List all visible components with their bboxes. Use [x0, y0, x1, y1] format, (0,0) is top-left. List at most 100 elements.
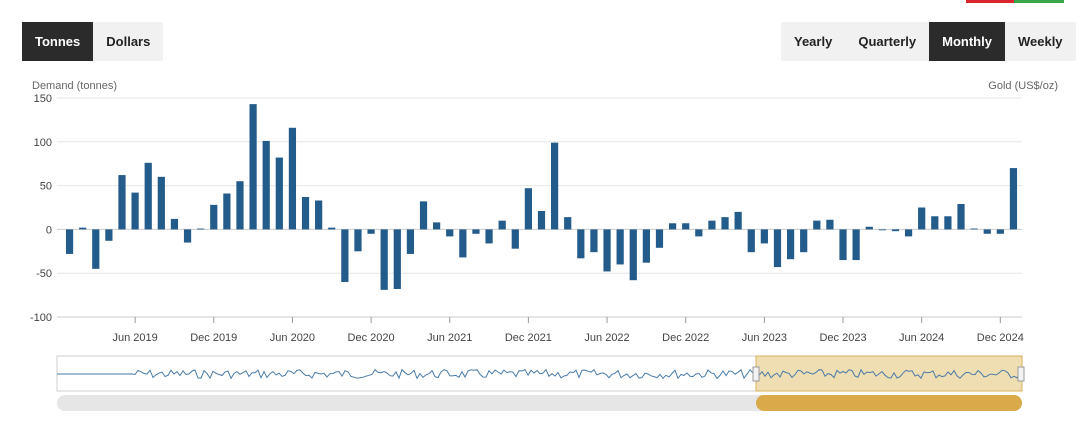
- bar: [655, 229, 664, 248]
- bar: [210, 204, 218, 230]
- bar: [760, 229, 768, 244]
- bar: [328, 227, 336, 230]
- bar: [957, 203, 965, 230]
- bar-series: [65, 104, 1018, 290]
- bar: [996, 229, 1004, 234]
- x-tick-label: Jun 2020: [270, 332, 315, 344]
- x-tick-label: Jun 2019: [112, 332, 157, 344]
- monthly-button[interactable]: Monthly: [929, 22, 1005, 61]
- x-tick-label: Dec 2019: [190, 332, 237, 344]
- scrollbar: [57, 395, 1022, 411]
- x-tick-label: Jun 2024: [899, 332, 944, 344]
- x-axis: Jun 2019 Dec 2019 Jun 2020 Dec 2020 Jun 2021…: [57, 316, 1024, 344]
- top-accent-green: [1014, 0, 1064, 3]
- bar: [315, 200, 323, 230]
- bar: [393, 229, 401, 289]
- x-tick-label: Jun 2021: [427, 332, 472, 344]
- bar: [341, 229, 349, 282]
- bar: [144, 162, 152, 230]
- bar: [459, 229, 467, 258]
- units-toggle: Tonnes Dollars: [22, 22, 164, 61]
- quarterly-button[interactable]: Quarterly: [858, 34, 917, 49]
- x-tick-label: Dec 2022: [662, 332, 709, 344]
- bar: [511, 229, 519, 249]
- bar: [839, 229, 847, 261]
- bar: [433, 222, 441, 230]
- bar: [183, 229, 192, 243]
- grid-lines: [57, 97, 1022, 318]
- bar: [105, 229, 113, 241]
- navigator: [56, 355, 1025, 392]
- bar: [472, 229, 480, 234]
- bar: [223, 193, 231, 230]
- bar: [944, 216, 952, 230]
- bar: [682, 223, 690, 230]
- bar: [564, 217, 572, 230]
- x-tick-label: Jun 2022: [584, 332, 629, 344]
- bar: [446, 229, 454, 237]
- bar: [983, 229, 991, 234]
- yearly-button[interactable]: Yearly: [794, 34, 833, 49]
- bar: [524, 188, 532, 230]
- bar: [852, 229, 860, 261]
- bar: [904, 229, 913, 237]
- x-tick-label: Dec 2020: [348, 332, 395, 344]
- scrollbar-thumb[interactable]: [756, 395, 1022, 411]
- bar: [551, 142, 559, 230]
- bar: [695, 229, 703, 237]
- y-axis-ticks: -100 -50 0 50 100 150: [30, 93, 52, 324]
- bar: [590, 229, 598, 253]
- bar: [419, 201, 428, 230]
- bar: [813, 220, 821, 230]
- bar: [865, 226, 873, 230]
- navigator-handle-left[interactable]: [752, 366, 760, 382]
- top-accent-red: [966, 0, 1014, 3]
- bar: [708, 220, 716, 230]
- bar: [537, 211, 546, 230]
- bar: [498, 220, 506, 230]
- bar: [380, 229, 388, 290]
- bar: [367, 229, 375, 234]
- bar: [249, 104, 257, 230]
- bar: [668, 223, 677, 230]
- tonnes-button[interactable]: Tonnes: [22, 22, 94, 61]
- bar: [629, 229, 637, 281]
- bar: [603, 229, 611, 272]
- bar: [931, 216, 939, 230]
- bar: [826, 219, 834, 230]
- bar: [734, 211, 742, 230]
- left-axis-title: Demand (tonnes): [32, 80, 117, 92]
- bar: [275, 157, 283, 230]
- bar: [485, 229, 493, 244]
- y-tick-label: 100: [34, 137, 52, 149]
- bar: [891, 229, 900, 232]
- weekly-button[interactable]: Weekly: [1017, 34, 1063, 49]
- x-tick-label: Dec 2023: [819, 332, 866, 344]
- bar: [197, 228, 205, 230]
- navigator-line: [57, 368, 1021, 380]
- x-tick-label: Dec 2021: [505, 332, 552, 344]
- bar: [262, 140, 270, 230]
- bar: [970, 228, 978, 230]
- bar: [800, 229, 808, 253]
- bar: [288, 127, 297, 230]
- bar: [721, 217, 729, 230]
- bar: [747, 229, 755, 253]
- bar: [236, 181, 244, 230]
- bar: [301, 196, 310, 230]
- y-tick-label: 0: [46, 224, 52, 236]
- x-tick-label: Jun 2023: [742, 332, 787, 344]
- navigator-handle-right[interactable]: [1017, 366, 1025, 382]
- bar: [406, 229, 415, 254]
- bar: [354, 229, 362, 252]
- bar: [642, 229, 650, 263]
- bar: [786, 229, 795, 260]
- bar: [65, 229, 74, 254]
- bar: [577, 229, 585, 259]
- y-tick-label: -50: [36, 268, 52, 280]
- bar: [878, 229, 886, 231]
- dollars-button[interactable]: Dollars: [106, 34, 151, 49]
- y-tick-label: 50: [40, 181, 52, 193]
- bar: [170, 218, 179, 230]
